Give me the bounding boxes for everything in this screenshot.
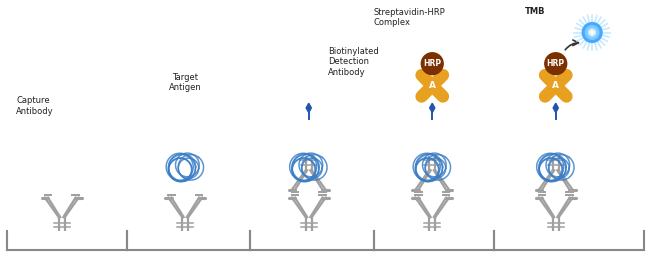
Polygon shape xyxy=(553,103,558,113)
Polygon shape xyxy=(430,103,435,113)
Text: HRP: HRP xyxy=(423,59,441,68)
Text: A: A xyxy=(429,81,436,90)
Text: Streptavidin-HRP
Complex: Streptavidin-HRP Complex xyxy=(374,8,445,27)
Circle shape xyxy=(586,26,599,39)
Text: Target
Antigen: Target Antigen xyxy=(169,73,202,92)
Text: Biotinylated
Detection
Antibody: Biotinylated Detection Antibody xyxy=(328,47,379,77)
Circle shape xyxy=(590,31,594,34)
Circle shape xyxy=(582,23,602,42)
Polygon shape xyxy=(306,103,311,113)
Circle shape xyxy=(545,53,567,75)
Text: Capture
Antibody: Capture Antibody xyxy=(16,96,54,116)
Text: HRP: HRP xyxy=(547,59,565,68)
Circle shape xyxy=(588,29,596,36)
Text: TMB: TMB xyxy=(525,6,545,16)
Text: A: A xyxy=(552,81,559,90)
Circle shape xyxy=(421,53,443,75)
